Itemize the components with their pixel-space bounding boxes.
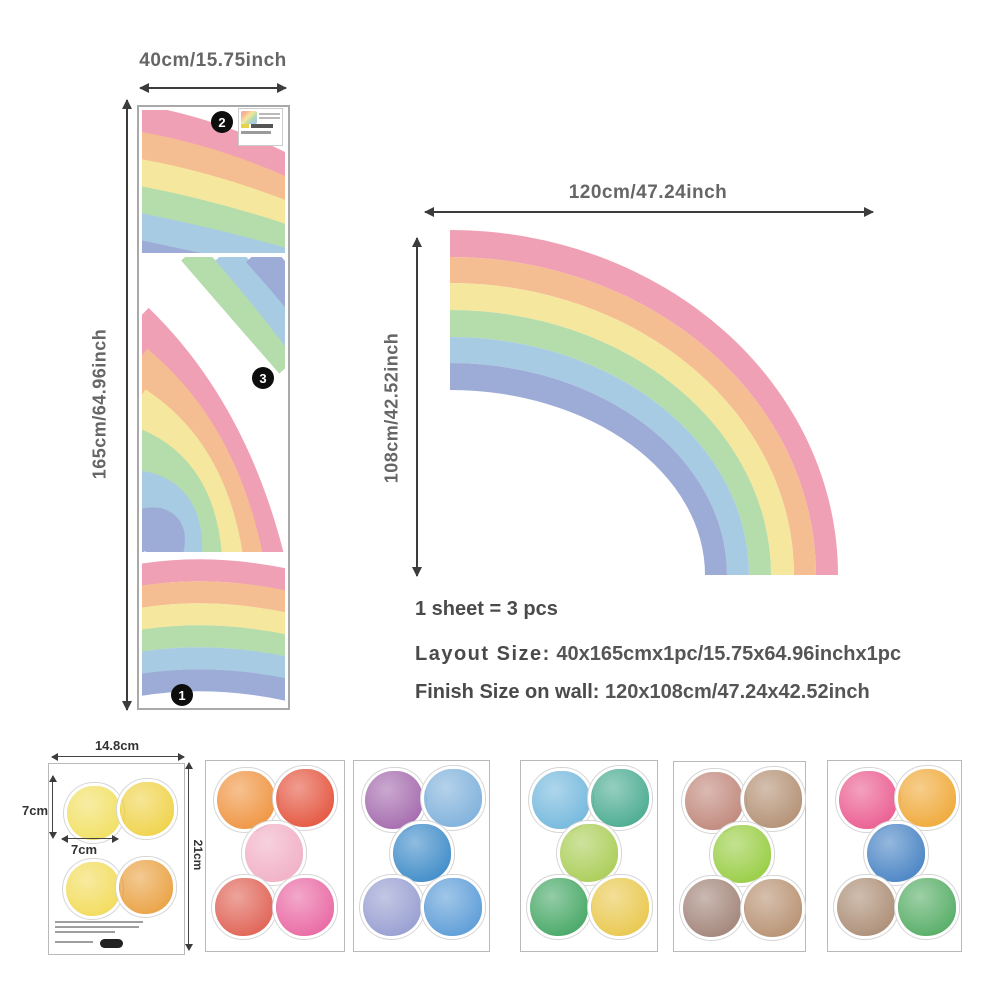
- dot-sheet-width-arrow: [51, 752, 185, 761]
- dot-sheet-blue-purple: [353, 760, 490, 952]
- watercolor-dot: [837, 878, 895, 936]
- tall-sheet-width-arrow: [139, 83, 287, 93]
- piece-2-art: [142, 110, 285, 253]
- finish-size-label: Finish Size on wall:: [415, 681, 600, 703]
- dot-width-label: 7cm: [70, 842, 98, 857]
- layout-sheet-art: [142, 110, 285, 701]
- label-text-row: [241, 124, 280, 128]
- product-label-sticker: [238, 108, 283, 146]
- dot-sheet-height-arrow: [184, 762, 193, 951]
- watercolor-dot: [67, 786, 121, 840]
- assembled-width-label: 120cm/47.24inch: [568, 182, 728, 203]
- dot-sheet-yellow: [48, 763, 185, 955]
- piece-badge-3: 3: [252, 367, 274, 389]
- watercolor-dot: [393, 824, 451, 882]
- watercolor-dot: [867, 824, 925, 882]
- watercolor-dot: [215, 878, 273, 936]
- watercolor-dot: [530, 878, 588, 936]
- watercolor-dot: [744, 879, 802, 937]
- piece-1-art: [142, 559, 285, 701]
- assembled-rainbow-art: [450, 230, 838, 575]
- piece-3-art: [142, 257, 285, 552]
- label-text-line: [241, 131, 271, 134]
- watercolor-dot: [424, 878, 482, 936]
- label-text-line: [259, 117, 280, 119]
- label-color-chip: [241, 124, 249, 128]
- dot-sheet-width-label: 14.8cm: [94, 738, 140, 753]
- watercolor-dot: [591, 878, 649, 936]
- watercolor-dot: [363, 878, 421, 936]
- assembled-height-arrow: [412, 237, 422, 577]
- layout-size-value: 40x165cmx1pc/15.75x64.96inchx1pc: [550, 643, 902, 665]
- assembled-height-label: 108cm/42.52inch: [381, 332, 402, 484]
- fine-print-line: [55, 921, 143, 923]
- dot-width-arrow: [61, 834, 119, 843]
- piece-badge-1: 1: [171, 684, 193, 706]
- dot-sheet-height-label: 21cm: [191, 839, 205, 871]
- watercolor-dot: [898, 878, 956, 936]
- fine-print-line: [55, 941, 93, 943]
- finish-size-note: Finish Size on wall: 120x108cm/47.24x42.…: [415, 681, 870, 704]
- layout-size-label: Layout Size:: [415, 643, 551, 665]
- watercolor-dot: [365, 771, 423, 829]
- fine-print-line: [55, 931, 115, 933]
- watercolor-dot: [839, 771, 897, 829]
- brand-logo-pill: [100, 939, 123, 948]
- watercolor-dot: [685, 772, 743, 830]
- piece-badge-2: 2: [211, 111, 233, 133]
- watercolor-dot: [424, 769, 482, 827]
- watercolor-dot: [898, 769, 956, 827]
- dot-height-label: 7cm: [22, 803, 49, 818]
- layout-size-note: Layout Size: 40x165cmx1pc/15.75x64.96inc…: [415, 643, 901, 666]
- watercolor-dot: [119, 860, 173, 914]
- dot-sheet-green: [520, 760, 658, 952]
- watercolor-dot: [66, 862, 120, 916]
- label-text-line: [259, 113, 280, 115]
- watercolor-dot: [120, 782, 174, 836]
- sheet-count-note: 1 sheet = 3 pcs: [415, 598, 558, 620]
- finish-size-value: 120x108cm/47.24x42.52inch: [599, 681, 870, 703]
- layout-sheet: [137, 105, 290, 710]
- tall-sheet-height-label: 165cm/64.96inch: [89, 328, 110, 480]
- watercolor-dot: [532, 771, 590, 829]
- label-rainbow-thumbnail: [241, 111, 257, 124]
- watercolor-dot: [276, 769, 334, 827]
- watercolor-dot: [560, 824, 618, 882]
- watercolor-dot: [245, 824, 303, 882]
- watercolor-dot: [276, 878, 334, 936]
- fine-print-block: [55, 921, 147, 948]
- assembled-width-arrow: [424, 207, 874, 217]
- dot-height-arrow: [48, 775, 57, 839]
- dot-sheet-multicolor: [827, 760, 962, 952]
- watercolor-dot: [683, 879, 741, 937]
- tall-sheet-width-label: 40cm/15.75inch: [139, 50, 287, 71]
- watercolor-dot: [591, 769, 649, 827]
- watercolor-dot: [713, 825, 771, 883]
- fine-print-line: [55, 926, 139, 928]
- dot-sheet-brown: [673, 761, 806, 952]
- dot-sheet-red-pink: [205, 760, 345, 952]
- tall-sheet-height-arrow: [122, 99, 132, 711]
- label-text-bar: [251, 124, 273, 128]
- watercolor-dot: [744, 770, 802, 828]
- watercolor-dot: [217, 771, 275, 829]
